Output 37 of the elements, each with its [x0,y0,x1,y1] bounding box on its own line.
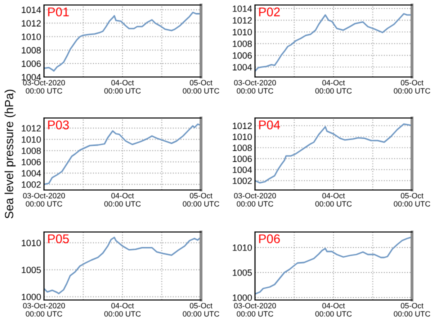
y-tick-label: 1000 [22,294,41,300]
y-tick-label: 1002 [22,181,41,188]
y-tick-label: 1004 [22,74,41,80]
chart-title: P04 [259,120,280,130]
y-tick-label: 1004 [232,64,252,70]
y-tick-label: 1008 [22,148,41,154]
y-tick-label: 1014 [232,5,252,12]
y-tick-label: 1002 [232,178,252,184]
y-tick-label: 1006 [232,52,252,59]
y-tick-label: 1006 [22,158,41,166]
y-tick-label: 1008 [232,40,252,47]
y-tick-label: 1012 [22,125,41,132]
chart-title: P03 [48,120,69,130]
y-tick-label: 1010 [232,134,252,140]
y-tick-label: 1010 [22,34,41,40]
y-tick-label: 1010 [22,240,41,246]
y-tick-label: 1005 [22,266,41,274]
y-tick-label: 1014 [22,6,41,14]
y-tick-label: 1004 [22,170,41,176]
y-tick-label: 1008 [22,47,41,54]
y-tick-label: 1012 [232,122,252,130]
y-tick-label: 1012 [232,17,252,24]
chart-title: P06 [259,234,280,244]
chart-title: P05 [48,234,69,244]
y-tick-label: 1010 [232,28,252,36]
chart-title: P02 [259,7,280,16]
y-tick-label: 1005 [232,269,252,276]
y-tick-label: 1006 [22,60,41,67]
chart-title: P01 [48,7,69,16]
y-tick-label: 1000 [232,294,252,301]
y-tick-label: 1010 [22,136,41,143]
y-tick-label: 1004 [232,166,252,174]
y-tick-label: 1008 [232,144,252,152]
y-tick-label: 1010 [232,244,252,251]
y-axis-title: Sea level pressure (hPa) [4,90,16,218]
y-tick-label: 1006 [232,156,252,162]
y-tick-label: 1012 [22,20,41,27]
